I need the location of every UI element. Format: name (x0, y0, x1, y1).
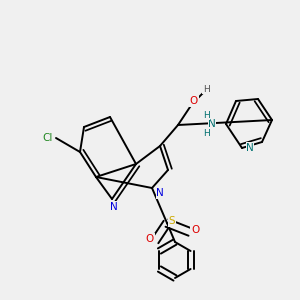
Text: Cl: Cl (43, 133, 53, 143)
Text: N: N (208, 119, 216, 129)
Text: O: O (191, 225, 199, 235)
Text: O: O (190, 96, 198, 106)
Text: O: O (146, 234, 154, 244)
Text: N: N (110, 202, 118, 212)
Text: N: N (156, 188, 164, 198)
Text: S: S (169, 216, 175, 226)
Text: H: H (202, 128, 209, 137)
Text: N: N (246, 143, 254, 153)
Text: H: H (202, 110, 209, 119)
Text: H: H (202, 85, 209, 94)
